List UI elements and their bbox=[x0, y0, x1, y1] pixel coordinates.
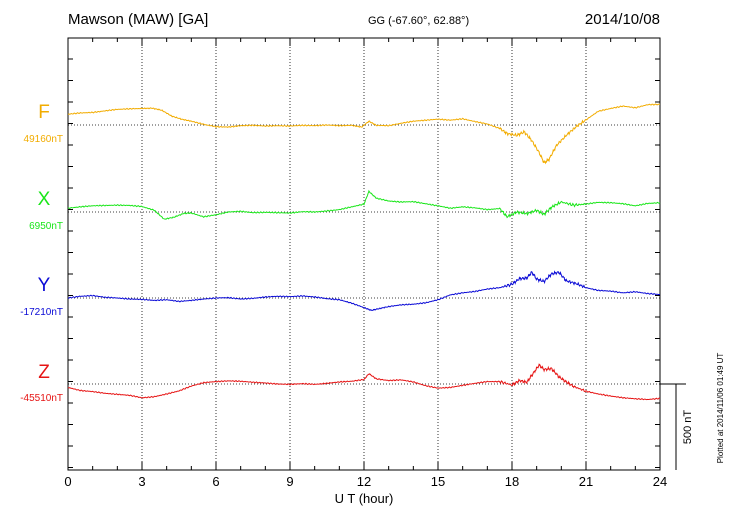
x-tick-label: 3 bbox=[138, 474, 145, 489]
series-line-z bbox=[67, 363, 661, 401]
baseline-label-f: 49160nT bbox=[24, 134, 63, 145]
label-layer: F 49160nT X 6950nT Y -17210nT Z -45510nT bbox=[20, 102, 63, 404]
baseline-label-x: 6950nT bbox=[29, 221, 63, 232]
x-tick-label: 21 bbox=[579, 474, 593, 489]
baseline-label-z: -45510nT bbox=[20, 393, 63, 404]
x-tick-label: 15 bbox=[431, 474, 445, 489]
series-line-y bbox=[67, 270, 661, 311]
x-tick-label: 0 bbox=[64, 474, 71, 489]
series-line-x bbox=[67, 189, 661, 220]
series-line-f bbox=[67, 103, 661, 165]
series-name-f: F bbox=[38, 102, 50, 123]
plotted-timestamp: Plotted at 2014/11/06 01:49 UT bbox=[716, 353, 725, 464]
x-tick-label: 24 bbox=[653, 474, 667, 489]
x-tick-label: 18 bbox=[505, 474, 519, 489]
x-axis-label: U T (hour) bbox=[335, 491, 394, 506]
scale-bar-label: 500 nT bbox=[682, 410, 694, 445]
date-label: 2014/10/08 bbox=[584, 11, 660, 28]
x-tick-label: 6 bbox=[212, 474, 219, 489]
baseline-label-y: -17210nT bbox=[20, 307, 63, 318]
series-layer bbox=[67, 103, 661, 401]
x-tick-label: 9 bbox=[286, 474, 293, 489]
station-title: Mawson (MAW) [GA] bbox=[68, 11, 209, 28]
series-name-z: Z bbox=[38, 362, 50, 383]
grid-layer bbox=[68, 38, 660, 470]
series-name-y: Y bbox=[38, 275, 51, 296]
station-coordinates: GG (-67.60°, 62.88°) bbox=[368, 15, 470, 27]
tick-layer: 0 3 6 9 12 15 18 21 24 bbox=[64, 38, 667, 489]
series-name-x: X bbox=[38, 189, 51, 210]
x-tick-label: 12 bbox=[357, 474, 371, 489]
